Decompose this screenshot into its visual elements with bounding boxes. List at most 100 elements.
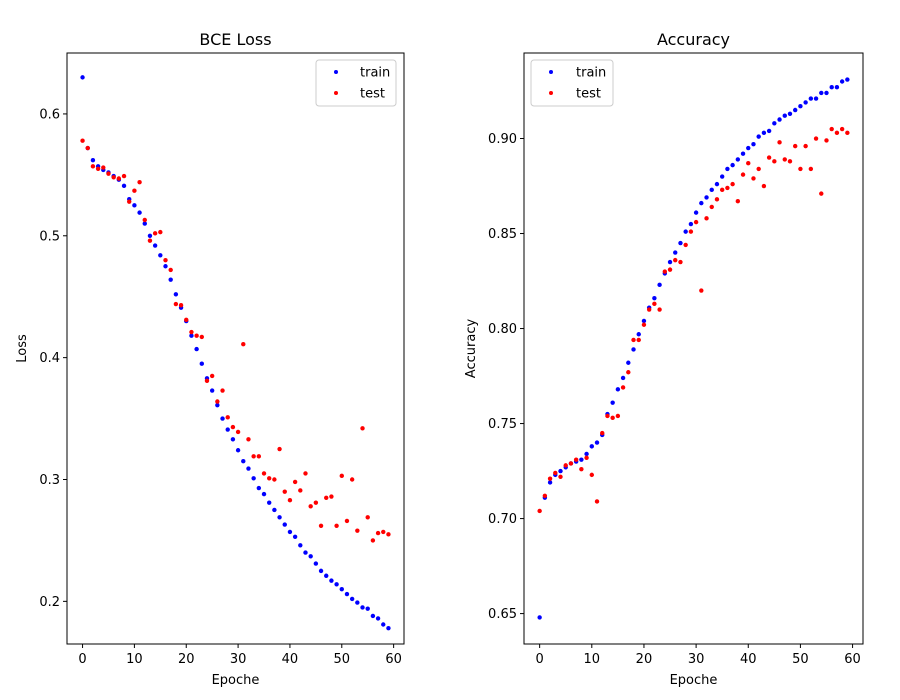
accuracy-test-point bbox=[803, 143, 808, 149]
accuracy-test-point bbox=[610, 415, 615, 421]
loss-test-point bbox=[251, 454, 256, 459]
accuracy-train-point bbox=[641, 318, 647, 324]
loss-train-point bbox=[365, 606, 370, 611]
loss-legend-test-label: test bbox=[360, 87, 385, 102]
accuracy-test-point bbox=[626, 370, 631, 375]
accuracy-train-point bbox=[793, 107, 798, 113]
accuracy-train-point bbox=[725, 166, 730, 172]
loss-train-point bbox=[163, 264, 168, 269]
accuracy-train-point bbox=[803, 100, 808, 105]
accuracy-test-point bbox=[553, 470, 558, 476]
loss-chart-frame bbox=[66, 52, 405, 645]
loss-train-point bbox=[381, 622, 386, 627]
loss-train-point bbox=[121, 183, 127, 189]
accuracy-test-point bbox=[782, 157, 787, 162]
accuracy-train-point bbox=[636, 332, 641, 337]
loss-test-point bbox=[116, 176, 122, 181]
loss-train-point bbox=[308, 554, 313, 559]
loss-test-point bbox=[121, 173, 127, 179]
accuracy-test-point bbox=[594, 499, 600, 504]
loss-test-point bbox=[204, 378, 210, 383]
accuracy-test-point bbox=[730, 181, 735, 187]
loss-test-point bbox=[184, 317, 189, 323]
accuracy-ytick-label: 0.80 bbox=[488, 322, 517, 337]
accuracy-chart: Accuracy Epoche Accuracy 0 10 20 30 40 50 60 0.… bbox=[464, 30, 864, 688]
accuracy-ytick-label: 0.85 bbox=[488, 227, 517, 242]
loss-train-point bbox=[256, 485, 262, 491]
loss-train-point bbox=[272, 507, 277, 513]
loss-test-point bbox=[349, 477, 355, 482]
loss-xtick-label: 30 bbox=[230, 652, 247, 667]
loss-train-point bbox=[267, 500, 272, 505]
accuracy-chart-xlabel: Epoche bbox=[670, 673, 718, 688]
loss-test-point bbox=[324, 495, 329, 500]
loss-train-point bbox=[199, 361, 204, 366]
loss-test-point bbox=[158, 229, 163, 235]
loss-train-point bbox=[318, 568, 324, 574]
accuracy-test-point bbox=[735, 199, 741, 204]
loss-test-point bbox=[127, 199, 132, 204]
accuracy-test-point bbox=[699, 288, 704, 293]
loss-train-point bbox=[386, 625, 391, 631]
accuracy-test-point bbox=[761, 183, 767, 189]
accuracy-test-point bbox=[756, 166, 761, 172]
accuracy-chart-legend: train test bbox=[530, 59, 614, 107]
loss-test-point bbox=[209, 373, 215, 379]
accuracy-xtick-label: 60 bbox=[844, 652, 861, 667]
accuracy-test-point bbox=[819, 191, 824, 196]
accuracy-ytick-label: 0.90 bbox=[488, 132, 517, 147]
loss-test-point bbox=[241, 342, 246, 347]
accuracy-xtick-label: 50 bbox=[792, 652, 809, 667]
loss-train-point bbox=[282, 522, 287, 527]
loss-train-point bbox=[80, 75, 85, 80]
accuracy-chart-title: Accuracy bbox=[657, 30, 730, 49]
loss-test-point bbox=[111, 175, 116, 180]
loss-test-point bbox=[137, 179, 142, 185]
loss-chart-xlabel: Epoche bbox=[212, 673, 260, 688]
accuracy-train-point bbox=[683, 229, 688, 234]
accuracy-train-point bbox=[688, 221, 694, 227]
loss-chart-ticks: 0 10 20 30 40 50 60 0.2 0.3 0.4 0.5 0.6 bbox=[39, 107, 402, 667]
accuracy-ytick-label: 0.65 bbox=[488, 607, 517, 622]
accuracy-chart-ticks: 0 10 20 30 40 50 60 0.65 0.70 0.75 0.80 0.85 0.90 bbox=[488, 132, 861, 667]
loss-test-point bbox=[132, 188, 137, 193]
accuracy-train-point bbox=[631, 347, 636, 352]
accuracy-train-point bbox=[589, 444, 594, 449]
accuracy-test-point bbox=[620, 385, 626, 390]
accuracy-train-point bbox=[787, 111, 793, 117]
loss-train-point bbox=[132, 203, 137, 208]
accuracy-train-point bbox=[709, 187, 714, 193]
accuracy-train-point bbox=[699, 200, 704, 206]
accuracy-test-point bbox=[673, 257, 678, 263]
accuracy-train-point bbox=[735, 157, 741, 162]
loss-test-point bbox=[313, 500, 319, 505]
accuracy-test-point bbox=[542, 493, 548, 498]
loss-test-point bbox=[235, 429, 241, 435]
accuracy-train-point bbox=[657, 282, 662, 288]
loss-test-point bbox=[267, 476, 272, 481]
loss-train-point bbox=[241, 459, 246, 464]
accuracy-train-point bbox=[829, 85, 834, 90]
accuracy-test-point bbox=[688, 229, 694, 234]
accuracy-test-point bbox=[709, 204, 714, 210]
loss-train-point bbox=[246, 466, 251, 471]
loss-test-point bbox=[220, 388, 225, 393]
accuracy-test-point bbox=[824, 138, 829, 143]
loss-ytick-label: 0.6 bbox=[39, 107, 60, 122]
loss-xtick-label: 40 bbox=[282, 652, 299, 667]
accuracy-test-point bbox=[766, 155, 772, 160]
loss-train-point bbox=[349, 596, 355, 602]
accuracy-test-point bbox=[547, 476, 553, 481]
loss-test-point bbox=[339, 473, 344, 479]
accuracy-train-point bbox=[756, 134, 761, 139]
loss-train-point bbox=[287, 529, 293, 535]
loss-legend-train-marker bbox=[334, 70, 338, 74]
loss-test-point bbox=[360, 426, 365, 431]
loss-test-point bbox=[344, 518, 350, 524]
loss-ytick-label: 0.5 bbox=[39, 229, 60, 244]
loss-test-point bbox=[163, 257, 168, 263]
loss-test-point bbox=[355, 528, 360, 533]
loss-train-point bbox=[360, 605, 365, 610]
accuracy-test-point bbox=[829, 126, 834, 132]
